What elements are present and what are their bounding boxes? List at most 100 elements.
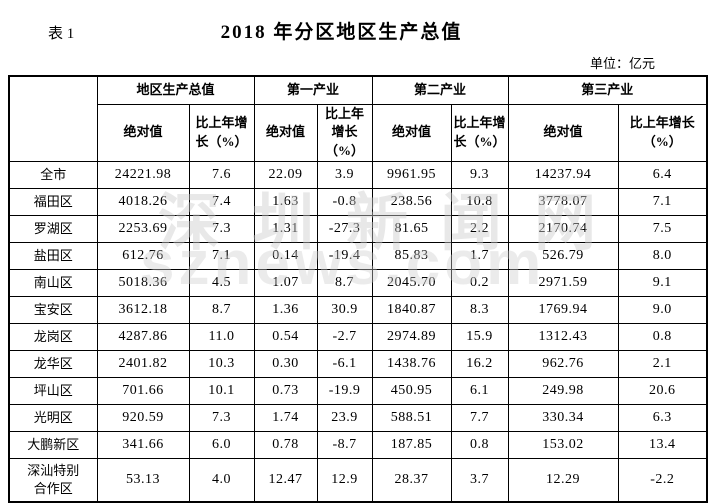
- value-cell: 701.66: [96, 377, 190, 406]
- value-cell: 6.1: [450, 377, 509, 406]
- value-cell: -8.7: [316, 431, 373, 460]
- value-cell: 0.2: [450, 269, 509, 298]
- table-label: 表 1: [48, 26, 75, 42]
- value-cell: 4018.26: [96, 188, 190, 217]
- value-cell: 10.1: [188, 377, 255, 406]
- value-cell: 153.02: [507, 431, 619, 460]
- group-header-row: 地区生产总值 第一产业 第二产业 第三产业: [8, 75, 708, 163]
- value-cell: 9.0: [617, 296, 708, 325]
- value-cell: 7.3: [188, 404, 255, 433]
- value-cell: 7.1: [188, 242, 255, 271]
- region-cell: 宝安区: [8, 296, 98, 325]
- region-cell: 盐田区: [8, 242, 98, 271]
- region-cell: 龙岗区: [8, 323, 98, 352]
- value-cell: -6.1: [316, 350, 373, 379]
- sub-header-growth: 比上年增长（%）: [188, 103, 255, 163]
- value-cell: 612.76: [96, 242, 190, 271]
- table-row: 南山区 5018.36 4.5 1.07 8.7 2045.70 0.2 2971.59 9.1: [8, 269, 708, 298]
- value-cell: 9.3: [450, 161, 509, 190]
- value-cell: 10.3: [188, 350, 255, 379]
- value-cell: 3.7: [450, 458, 509, 503]
- value-cell: 6.0: [188, 431, 255, 460]
- value-cell: 12.9: [316, 458, 373, 503]
- region-cell: 坪山区: [8, 377, 98, 406]
- value-cell: 9961.95: [371, 161, 452, 190]
- table-row: 盐田区 612.76 7.1 0.14 -19.4 85.83 1.7 526.79 8.0: [8, 242, 708, 271]
- value-cell: 24221.98: [96, 161, 190, 190]
- value-cell: 1840.87: [371, 296, 452, 325]
- value-cell: 1.74: [253, 404, 318, 433]
- value-cell: 8.0: [617, 242, 708, 271]
- value-cell: 0.8: [450, 431, 509, 460]
- table-row: 全市 24221.98 7.6 22.09 3.9 9961.95 9.3 14237.94 6…: [8, 161, 708, 190]
- value-cell: 1.36: [253, 296, 318, 325]
- sub-header-row: 绝对值 比上年增长（%） 绝对值 比上年增长（%） 绝对值 比上年增长（%） 绝…: [9, 103, 708, 163]
- value-cell: 7.5: [617, 215, 708, 244]
- value-cell: 2401.82: [96, 350, 190, 379]
- table-row: 福田区 4018.26 7.4 1.63 -0.8 238.56 10.8 3778.07 7.…: [8, 188, 708, 217]
- value-cell: 9.1: [617, 269, 708, 298]
- group-header-gdp: 地区生产总值: [96, 75, 255, 105]
- region-cell: 光明区: [8, 404, 98, 433]
- value-cell: 0.73: [253, 377, 318, 406]
- region-cell: 福田区: [8, 188, 98, 217]
- value-cell: 238.56: [371, 188, 452, 217]
- unit-note: 单位：亿元: [589, 56, 655, 71]
- value-cell: 11.0: [188, 323, 255, 352]
- region-cell: 深汕特别 合作区: [8, 458, 98, 503]
- value-cell: 7.3: [188, 215, 255, 244]
- value-cell: 53.13: [96, 458, 190, 503]
- value-cell: 0.14: [253, 242, 318, 271]
- value-cell: 30.9: [316, 296, 373, 325]
- table-row: 大鹏新区 341.66 6.0 0.78 -8.7 187.85 0.8 153.02 13.4: [8, 431, 708, 460]
- value-cell: 4287.86: [96, 323, 190, 352]
- value-cell: 962.76: [507, 350, 619, 379]
- value-cell: 22.09: [253, 161, 318, 190]
- value-cell: 15.9: [450, 323, 509, 352]
- value-cell: 4.0: [188, 458, 255, 503]
- value-cell: -19.4: [316, 242, 373, 271]
- value-cell: 14237.94: [507, 161, 619, 190]
- group-header-tertiary: 第三产业: [507, 75, 708, 105]
- value-cell: 249.98: [507, 377, 619, 406]
- sub-header-absolute: 绝对值: [253, 103, 318, 163]
- value-cell: 7.1: [617, 188, 708, 217]
- value-cell: 341.66: [96, 431, 190, 460]
- value-cell: 20.6: [617, 377, 708, 406]
- region-cell: 龙华区: [8, 350, 98, 379]
- group-header-secondary: 第二产业: [371, 75, 509, 105]
- table-row: 光明区 920.59 7.3 1.74 23.9 588.51 7.7 330.34 6.3: [8, 404, 708, 433]
- table-row: 龙华区 2401.82 10.3 0.30 -6.1 1438.76 16.2 962.76 2…: [8, 350, 708, 379]
- value-cell: 2.2: [450, 215, 509, 244]
- value-cell: -2.7: [316, 323, 373, 352]
- value-cell: 7.6: [188, 161, 255, 190]
- table-row: 坪山区 701.66 10.1 0.73 -19.9 450.95 6.1 249.98 20.…: [8, 377, 708, 406]
- gdp-table: 地区生产总值 第一产业 第二产业 第三产业 绝对值 比上年增长（%） 绝对值 比…: [8, 75, 709, 503]
- value-cell: 13.4: [617, 431, 708, 460]
- sub-header-growth: 比上年增长（%）: [450, 103, 509, 163]
- table-row: 罗湖区 2253.69 7.3 1.31 -27.3 81.65 2.2 2170.74 7.5: [8, 215, 708, 244]
- value-cell: 4.5: [188, 269, 255, 298]
- page-title: 2018 年分区地区生产总值: [220, 22, 463, 43]
- table-body: 全市 24221.98 7.6 22.09 3.9 9961.95 9.3 14237.94 6…: [8, 161, 708, 503]
- value-cell: 1312.43: [507, 323, 619, 352]
- value-cell: 2253.69: [96, 215, 190, 244]
- value-cell: 1.07: [253, 269, 318, 298]
- region-cell: 南山区: [8, 269, 98, 298]
- group-header-primary: 第一产业: [253, 75, 373, 105]
- value-cell: 2045.70: [371, 269, 452, 298]
- value-cell: -19.9: [316, 377, 373, 406]
- table-row: 龙岗区 4287.86 11.0 0.54 -2.7 2974.89 15.9 1312.43…: [8, 323, 708, 352]
- value-cell: 1.63: [253, 188, 318, 217]
- value-cell: 81.65: [371, 215, 452, 244]
- value-cell: 1.7: [450, 242, 509, 271]
- value-cell: 6.4: [617, 161, 708, 190]
- region-cell: 罗湖区: [8, 215, 98, 244]
- sub-header-absolute: 绝对值: [96, 103, 190, 163]
- value-cell: 526.79: [507, 242, 619, 271]
- value-cell: 0.30: [253, 350, 318, 379]
- sub-header-absolute: 绝对值: [371, 103, 452, 163]
- value-cell: 28.37: [371, 458, 452, 503]
- value-cell: 10.8: [450, 188, 509, 217]
